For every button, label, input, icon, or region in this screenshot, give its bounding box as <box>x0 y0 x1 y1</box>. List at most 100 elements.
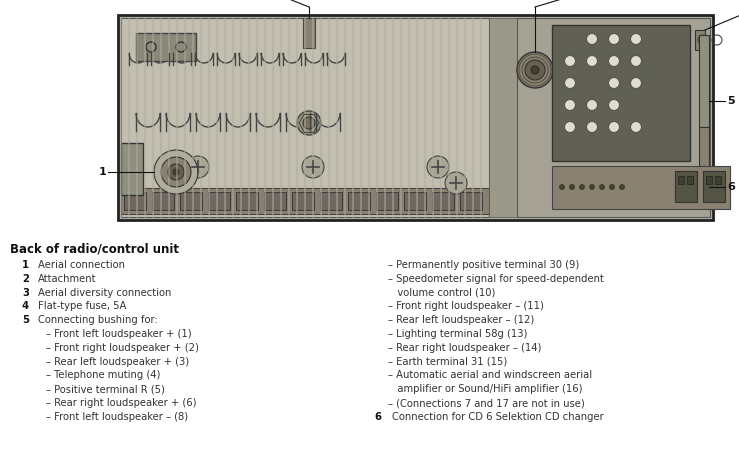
Text: – Front left loudspeaker + (1): – Front left loudspeaker + (1) <box>46 329 191 339</box>
Circle shape <box>608 34 619 44</box>
Text: – Front right loudspeaker + (2): – Front right loudspeaker + (2) <box>46 343 199 353</box>
Bar <box>404 192 426 210</box>
Bar <box>320 192 342 210</box>
Circle shape <box>608 122 619 132</box>
Text: volume control (10): volume control (10) <box>388 288 495 298</box>
Text: Aerial connection: Aerial connection <box>38 260 125 270</box>
Bar <box>460 192 482 210</box>
Bar <box>348 192 370 210</box>
Text: – Rear right loudspeaker + (6): – Rear right loudspeaker + (6) <box>46 398 197 408</box>
Circle shape <box>630 78 641 88</box>
Bar <box>292 192 314 210</box>
Text: – Automatic aerial and windscreen aerial: – Automatic aerial and windscreen aerial <box>388 370 592 380</box>
Bar <box>303 18 315 48</box>
Text: – Rear right loudspeaker – (14): – Rear right loudspeaker – (14) <box>388 343 542 353</box>
Bar <box>699 127 709 204</box>
Text: amplifier or Sound/HiFi amplifier (16): amplifier or Sound/HiFi amplifier (16) <box>388 384 582 394</box>
Bar <box>118 15 713 220</box>
Circle shape <box>173 169 179 175</box>
Text: Attachment: Attachment <box>38 274 97 284</box>
Circle shape <box>565 100 576 110</box>
Bar <box>552 25 690 161</box>
Circle shape <box>579 184 585 190</box>
Circle shape <box>559 184 565 190</box>
Circle shape <box>525 60 545 80</box>
Circle shape <box>187 156 209 178</box>
Circle shape <box>630 56 641 66</box>
Bar <box>703 171 725 202</box>
Circle shape <box>587 100 598 110</box>
Circle shape <box>608 78 619 88</box>
Circle shape <box>608 100 619 110</box>
Text: 2: 2 <box>22 274 29 284</box>
Circle shape <box>599 184 605 190</box>
Text: 6: 6 <box>727 182 735 192</box>
Text: Back of radio/control unit: Back of radio/control unit <box>10 242 179 255</box>
Circle shape <box>445 172 467 194</box>
Bar <box>687 176 693 184</box>
Text: 6: 6 <box>374 412 381 422</box>
Bar <box>236 192 258 210</box>
Text: – Permanently positive terminal 30 (9): – Permanently positive terminal 30 (9) <box>388 260 579 270</box>
Bar <box>124 192 146 210</box>
Circle shape <box>587 34 598 44</box>
Text: – Telephone muting (4): – Telephone muting (4) <box>46 370 160 380</box>
Bar <box>136 33 196 61</box>
Text: Flat-type fuse, 5A: Flat-type fuse, 5A <box>38 301 126 312</box>
Text: – Earth terminal 31 (15): – Earth terminal 31 (15) <box>388 357 507 366</box>
Circle shape <box>608 56 619 66</box>
Bar <box>432 192 454 210</box>
Bar <box>121 143 143 195</box>
Text: – Positive terminal R (5): – Positive terminal R (5) <box>46 384 165 394</box>
Circle shape <box>565 56 576 66</box>
Bar <box>121 18 489 217</box>
Circle shape <box>630 122 641 132</box>
Text: – Rear left loudspeaker – (12): – Rear left loudspeaker – (12) <box>388 315 534 325</box>
Circle shape <box>587 56 598 66</box>
Bar <box>152 192 174 210</box>
Circle shape <box>569 184 575 190</box>
Text: – Rear left loudspeaker + (3): – Rear left loudspeaker + (3) <box>46 357 189 366</box>
Text: 1: 1 <box>98 167 106 177</box>
Circle shape <box>565 78 576 88</box>
Bar <box>264 192 286 210</box>
Text: Aerial diversity connection: Aerial diversity connection <box>38 288 171 298</box>
Bar <box>715 176 721 184</box>
Bar <box>208 192 230 210</box>
Circle shape <box>168 164 184 180</box>
Bar <box>517 18 710 217</box>
Text: 5: 5 <box>22 315 29 325</box>
Circle shape <box>589 184 595 190</box>
Bar <box>376 192 398 210</box>
Circle shape <box>303 117 315 129</box>
Circle shape <box>587 122 598 132</box>
Text: 4: 4 <box>22 301 29 312</box>
Circle shape <box>609 184 615 190</box>
Circle shape <box>154 150 198 194</box>
Circle shape <box>297 111 321 135</box>
Circle shape <box>630 34 641 44</box>
Bar <box>678 176 684 184</box>
Text: 1: 1 <box>22 260 29 270</box>
Circle shape <box>161 157 191 187</box>
Text: – Speedometer signal for speed-dependent: – Speedometer signal for speed-dependent <box>388 274 604 284</box>
Text: – (Connections 7 and 17 are not in use): – (Connections 7 and 17 are not in use) <box>388 398 585 408</box>
Bar <box>699 35 709 127</box>
Bar <box>552 166 730 209</box>
Text: – Front left loudspeaker – (8): – Front left loudspeaker – (8) <box>46 412 188 422</box>
Bar <box>675 171 697 202</box>
Circle shape <box>427 156 449 178</box>
Text: 5: 5 <box>727 96 735 106</box>
Text: Connecting bushing for:: Connecting bushing for: <box>38 315 157 325</box>
Bar <box>121 188 489 214</box>
Bar <box>489 18 517 217</box>
Bar <box>180 192 202 210</box>
Bar <box>706 176 712 184</box>
Circle shape <box>517 52 553 88</box>
Bar <box>695 30 705 50</box>
Circle shape <box>619 184 625 190</box>
Text: Connection for CD 6 Selektion CD changer: Connection for CD 6 Selektion CD changer <box>392 412 604 422</box>
Circle shape <box>302 156 324 178</box>
Circle shape <box>531 66 539 74</box>
Text: – Front right loudspeaker – (11): – Front right loudspeaker – (11) <box>388 301 544 312</box>
